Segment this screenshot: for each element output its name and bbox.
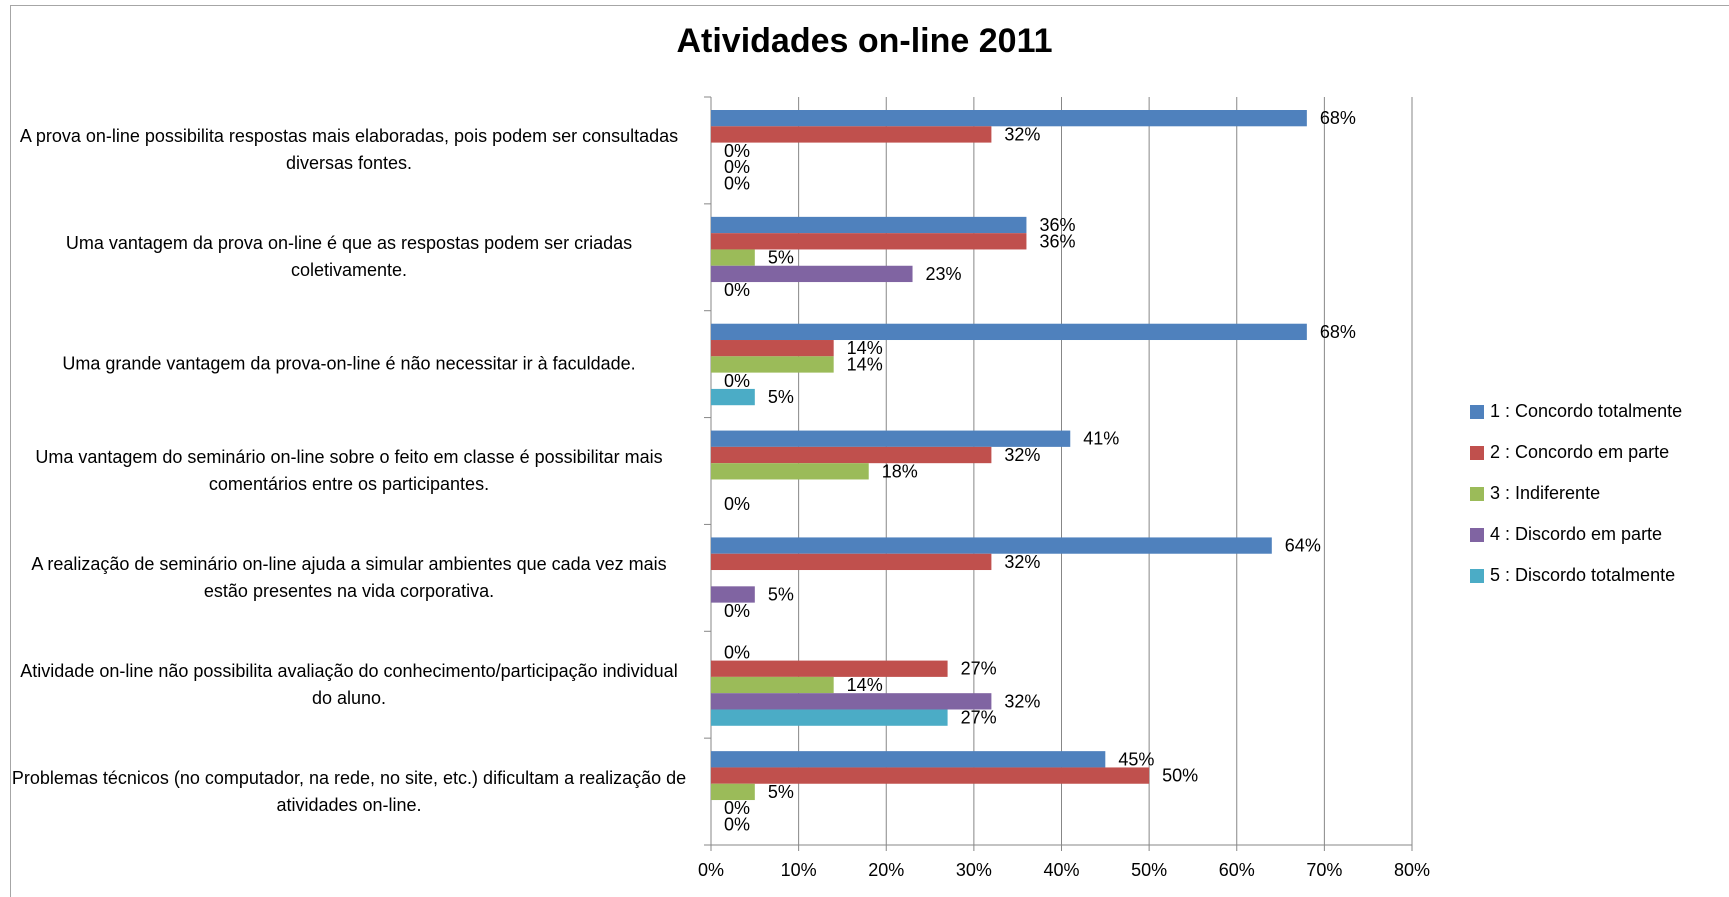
legend: 1 : Concordo totalmente 2 : Concordo em … <box>1470 391 1682 596</box>
data-label: 0% <box>724 173 750 193</box>
data-label: 32% <box>1004 124 1040 144</box>
data-label: 14% <box>847 675 883 695</box>
data-label: 0% <box>724 157 750 177</box>
data-label: 32% <box>1004 552 1040 572</box>
data-label: 32% <box>1004 445 1040 465</box>
legend-swatch <box>1470 404 1484 419</box>
data-label: 18% <box>882 461 918 481</box>
x-tick-label: 10% <box>781 860 817 880</box>
bar <box>711 660 948 677</box>
data-label: 0% <box>724 494 750 514</box>
data-label: 45% <box>1118 749 1154 769</box>
bar <box>711 709 948 726</box>
legend-label: 1 : Concordo totalmente <box>1490 401 1683 421</box>
x-tick-label: 20% <box>868 860 904 880</box>
legend-swatch <box>1470 486 1484 501</box>
legend-label: 4 : Discordo em parte <box>1490 524 1663 544</box>
x-tick-label: 40% <box>1043 860 1079 880</box>
legend-swatch <box>1470 445 1484 460</box>
bar <box>711 693 992 710</box>
data-label: 0% <box>724 814 750 834</box>
x-tick-label: 60% <box>1219 860 1255 880</box>
bar <box>711 463 869 480</box>
bar <box>711 537 1272 554</box>
x-tick-label: 0% <box>698 860 724 880</box>
data-label: 50% <box>1162 766 1198 786</box>
x-tick-label: 30% <box>956 860 992 880</box>
data-label: 14% <box>847 354 883 374</box>
legend-item: 4 : Discordo em parte <box>1470 514 1682 555</box>
data-label: 0% <box>724 141 750 161</box>
data-label: 5% <box>768 584 794 604</box>
bar <box>711 430 1071 447</box>
data-label: 0% <box>724 601 750 621</box>
data-label: 14% <box>847 338 883 358</box>
category-label: Problemas técnicos (no computador, na re… <box>11 767 687 815</box>
chart-frame <box>10 5 1729 897</box>
category-label: A realização de seminário on-line ajuda … <box>31 553 667 601</box>
data-label: 23% <box>926 264 962 284</box>
bar <box>711 265 913 283</box>
bar <box>711 233 1027 250</box>
data-label: 68% <box>1320 108 1356 128</box>
bar <box>711 676 834 694</box>
data-label: 36% <box>1039 215 1075 235</box>
legend-swatch <box>1470 527 1484 542</box>
legend-item: 2 : Concordo em parte <box>1470 432 1682 473</box>
bar <box>711 216 1027 234</box>
bar <box>711 388 755 406</box>
data-label: 5% <box>768 387 794 407</box>
bar <box>711 323 1307 341</box>
legend-label: 2 : Concordo em parte <box>1490 442 1670 462</box>
legend-swatch <box>1470 568 1484 583</box>
category-label: Atividade on-line não possibilita avalia… <box>20 660 678 708</box>
bar <box>711 249 755 266</box>
chart-title: Atividades on-line 2011 <box>676 22 1053 60</box>
bar <box>711 767 1150 784</box>
data-label: 27% <box>961 659 997 679</box>
data-label: 0% <box>724 642 750 662</box>
data-label: 32% <box>1004 691 1040 711</box>
data-label: 41% <box>1083 429 1119 449</box>
x-tick-label: 80% <box>1394 860 1430 880</box>
bar <box>711 340 834 357</box>
bar <box>711 586 755 603</box>
legend-item: 5 : Discordo totalmente <box>1470 555 1682 596</box>
data-label: 5% <box>768 782 794 802</box>
data-label: 27% <box>961 708 997 728</box>
legend-item: 1 : Concordo totalmente <box>1470 391 1682 432</box>
data-label: 0% <box>724 798 750 818</box>
category-label: Uma grande vantagem da prova-on-line é n… <box>62 353 636 374</box>
data-label: 36% <box>1039 231 1075 251</box>
bar <box>711 553 992 571</box>
legend-item: 3 : Indiferente <box>1470 473 1682 514</box>
data-label: 68% <box>1320 322 1356 342</box>
legend-label: 5 : Discordo totalmente <box>1490 565 1676 585</box>
bar <box>711 110 1307 127</box>
bar <box>711 126 992 143</box>
category-label: Uma vantagem da prova on-line é que as r… <box>65 233 633 281</box>
category-label: Uma vantagem do seminário on-line sobre … <box>35 447 663 494</box>
bar <box>711 783 755 801</box>
data-label: 0% <box>724 371 750 391</box>
x-tick-label: 50% <box>1131 860 1167 880</box>
bar <box>711 356 834 373</box>
data-label: 0% <box>724 280 750 300</box>
x-tick-label: 70% <box>1306 860 1342 880</box>
bar <box>711 446 992 464</box>
bar <box>711 751 1106 768</box>
legend-label: 3 : Indiferente <box>1490 483 1601 503</box>
category-label: A prova on-line possibilita respostas ma… <box>19 126 679 174</box>
data-label: 5% <box>768 248 794 268</box>
data-label: 64% <box>1285 536 1321 556</box>
